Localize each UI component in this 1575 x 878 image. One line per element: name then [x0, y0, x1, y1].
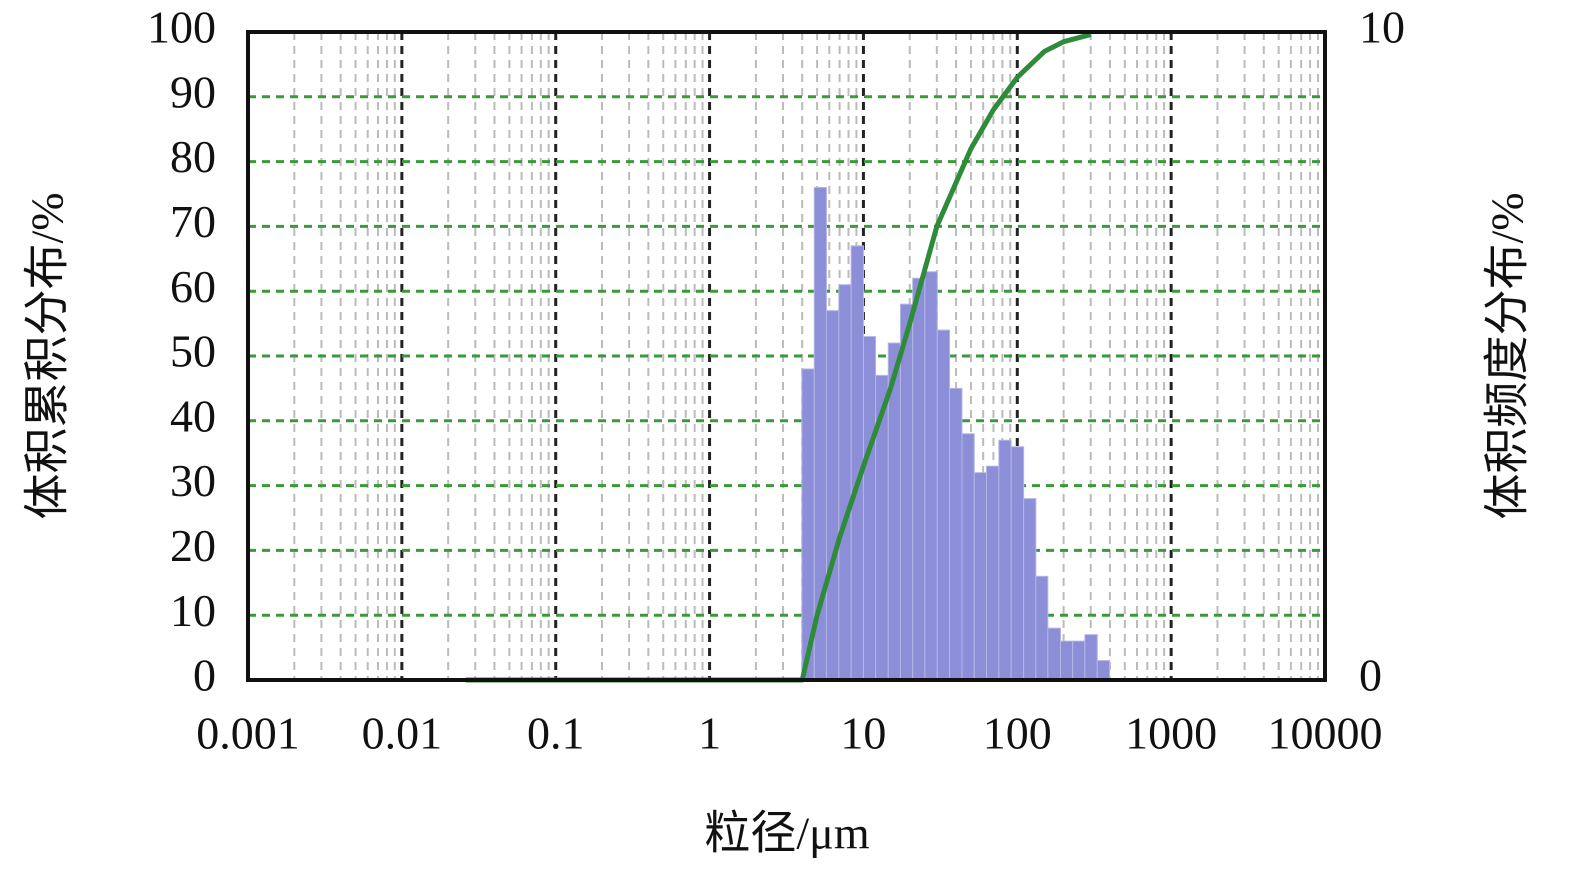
cumulative-line — [465, 32, 1092, 683]
histogram-bar — [899, 303, 914, 681]
x-tick-label: 1000 — [1125, 708, 1217, 759]
x-tick-label: 10000 — [1268, 708, 1383, 759]
histogram-bar — [961, 433, 975, 681]
x-tick-label: 10 — [840, 708, 886, 759]
histogram-bar — [949, 387, 963, 681]
histogram-bar — [1023, 498, 1037, 681]
x-tick-label: 0.001 — [196, 708, 300, 759]
y-tick-label: 0 — [193, 650, 216, 701]
y-tick-label: 80 — [170, 131, 216, 182]
y-axis-label: 体积累积分布/% — [22, 192, 73, 519]
x-tick-label: 0.01 — [362, 708, 443, 759]
histogram-bar — [1072, 640, 1086, 681]
x-tick-label: 100 — [983, 708, 1052, 759]
histogram-bar — [1010, 446, 1025, 681]
histogram-bar — [838, 284, 852, 681]
x-tick-label: 0.1 — [527, 708, 585, 759]
histogram-bar — [862, 336, 877, 681]
histogram-bar — [973, 472, 988, 681]
histogram-bar — [850, 245, 864, 681]
y-tick-label: 100 — [147, 2, 216, 53]
y2-tick-label: 0 — [1359, 650, 1382, 701]
histogram-bar — [1047, 627, 1062, 681]
histogram-bar — [936, 329, 951, 681]
histogram-bar — [912, 277, 926, 681]
y2-tick-label: 10 — [1359, 2, 1405, 53]
plot-frame — [246, 30, 1327, 682]
y2-axis-label: 体积频度分布/% — [1482, 192, 1533, 519]
x-tick-label: 1 — [698, 708, 721, 759]
y-tick-label: 50 — [170, 326, 216, 377]
y-tick-label: 30 — [170, 455, 216, 506]
y-tick-label: 70 — [170, 196, 216, 247]
histogram-bar — [924, 271, 938, 681]
histogram-bar — [1035, 575, 1049, 681]
y-tick-label: 20 — [170, 520, 216, 571]
histogram-bar — [1096, 660, 1111, 681]
histogram-bar — [986, 465, 1000, 681]
y-tick-label: 90 — [170, 66, 216, 117]
histogram-bar — [1084, 634, 1098, 681]
histogram-bar — [1060, 640, 1074, 681]
y-tick-label: 40 — [170, 390, 216, 441]
histogram-bar — [825, 310, 840, 681]
y-tick-label: 60 — [170, 261, 216, 312]
x-axis-label: 粒径/μm — [704, 808, 869, 859]
y-tick-label: 10 — [170, 585, 216, 636]
histogram-bar — [998, 439, 1012, 681]
